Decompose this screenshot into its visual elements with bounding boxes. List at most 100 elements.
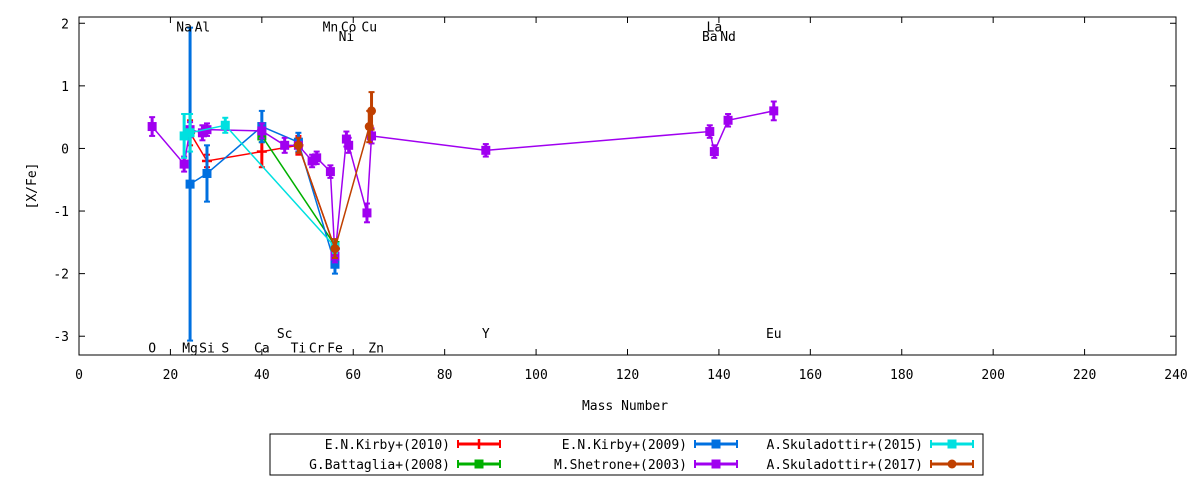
element-label: Ca <box>254 341 270 356</box>
series-group <box>147 100 779 264</box>
x-tick-label: 200 <box>981 368 1004 383</box>
data-point <box>705 127 715 137</box>
data-point <box>341 134 351 144</box>
data-point <box>197 128 207 138</box>
element-label: Mn <box>323 20 339 35</box>
x-tick-label: 0 <box>75 368 83 383</box>
data-point <box>709 147 719 157</box>
x-tick-label: 220 <box>1073 368 1096 383</box>
y-tick-label: 2 <box>61 17 69 32</box>
x-tick-label: 20 <box>163 368 179 383</box>
series-line <box>261 135 336 246</box>
element-label: Cu <box>361 20 377 35</box>
data-point <box>947 439 957 449</box>
element-label: Nd <box>720 30 736 45</box>
legend-label: M.Shetrone+(2003) <box>554 458 687 473</box>
axis-ticks: 0 20 40 60 80 100 120 140 160 180 200 220 240 -3 -2 -1 0… <box>53 17 1188 383</box>
legend-label: G.Battaglia+(2008) <box>309 458 450 473</box>
element-label: Y <box>482 327 490 342</box>
x-tick-label: 180 <box>890 368 913 383</box>
x-tick-label: 80 <box>437 368 453 383</box>
data-point <box>330 244 340 254</box>
data-point <box>362 208 372 218</box>
element-label: Ba <box>702 30 718 45</box>
x-tick-label: 160 <box>799 368 822 383</box>
legend-box <box>269 433 984 476</box>
legend-label: A.Skuladottir+(2015) <box>766 438 923 453</box>
data-point <box>293 140 303 150</box>
element-label: Mg <box>182 341 198 356</box>
data-point <box>711 459 721 469</box>
data-point <box>307 156 317 166</box>
y-tick-label: -1 <box>53 205 69 220</box>
element-label: Na <box>176 20 192 35</box>
data-point <box>330 259 340 269</box>
y-tick-label: 0 <box>61 142 69 157</box>
series-group <box>293 91 377 259</box>
y-tick-label: -3 <box>53 330 69 345</box>
x-tick-label: 40 <box>254 368 270 383</box>
data-point <box>723 115 733 125</box>
plot-frame <box>78 16 1177 356</box>
legend-swatch <box>457 459 501 469</box>
data-point <box>280 140 290 150</box>
data-point <box>185 128 195 138</box>
element-label: Co <box>341 20 357 35</box>
legend-swatch <box>694 459 738 469</box>
element-label: Ni <box>339 30 355 45</box>
legend-label: E.N.Kirby+(2009) <box>562 438 687 453</box>
series-line <box>151 110 774 257</box>
data-point <box>325 167 335 177</box>
x-tick-label: 120 <box>616 368 639 383</box>
legend-swatch <box>930 459 974 469</box>
element-label: Al <box>195 20 211 35</box>
data-point <box>711 439 721 449</box>
legend-label: E.N.Kirby+(2010) <box>325 438 450 453</box>
data-point <box>947 459 957 469</box>
x-tick-label: 60 <box>345 368 361 383</box>
data-point <box>147 122 157 132</box>
y-axis-label: [X/Fe] <box>25 163 40 210</box>
element-label: S <box>221 341 229 356</box>
data-point <box>256 146 267 157</box>
legend-label: A.Skuladottir+(2017) <box>766 458 923 473</box>
data-point <box>344 140 354 150</box>
y-tick-label: 1 <box>61 80 69 95</box>
element-label: Ti <box>291 341 307 356</box>
y-tick-label: -2 <box>53 268 69 283</box>
legend-swatch <box>930 439 974 449</box>
element-label: Fe <box>327 341 343 356</box>
data-point <box>481 145 491 155</box>
data-point <box>367 131 377 141</box>
element-label: Cr <box>309 341 325 356</box>
x-tick-label: 100 <box>524 368 547 383</box>
legend-swatch <box>457 439 501 449</box>
element-label: Sc <box>277 327 293 342</box>
data-point <box>179 159 189 169</box>
series-layer <box>147 26 779 342</box>
element-label: Si <box>199 341 215 356</box>
data-point <box>220 120 230 130</box>
x-axis-label: Mass Number <box>582 399 668 414</box>
legend: E.N.Kirby+(2010) G.Battaglia+(2008) E.N.Ki… <box>269 433 984 476</box>
x-tick-label: 240 <box>1164 368 1187 383</box>
element-label: La <box>707 20 723 35</box>
element-label: Zn <box>368 341 384 356</box>
data-point <box>202 168 212 178</box>
plot-border <box>78 16 1177 356</box>
data-point <box>474 439 484 449</box>
series-group <box>185 26 340 342</box>
data-point <box>474 459 484 469</box>
element-label: Eu <box>766 327 782 342</box>
data-point <box>185 179 195 189</box>
element-label: O <box>148 341 156 356</box>
x-tick-label: 140 <box>707 368 730 383</box>
data-point <box>364 122 374 132</box>
legend-swatch <box>694 439 738 449</box>
data-point <box>769 106 779 116</box>
data-point <box>312 153 322 163</box>
data-point <box>179 131 189 141</box>
data-point <box>257 126 267 136</box>
